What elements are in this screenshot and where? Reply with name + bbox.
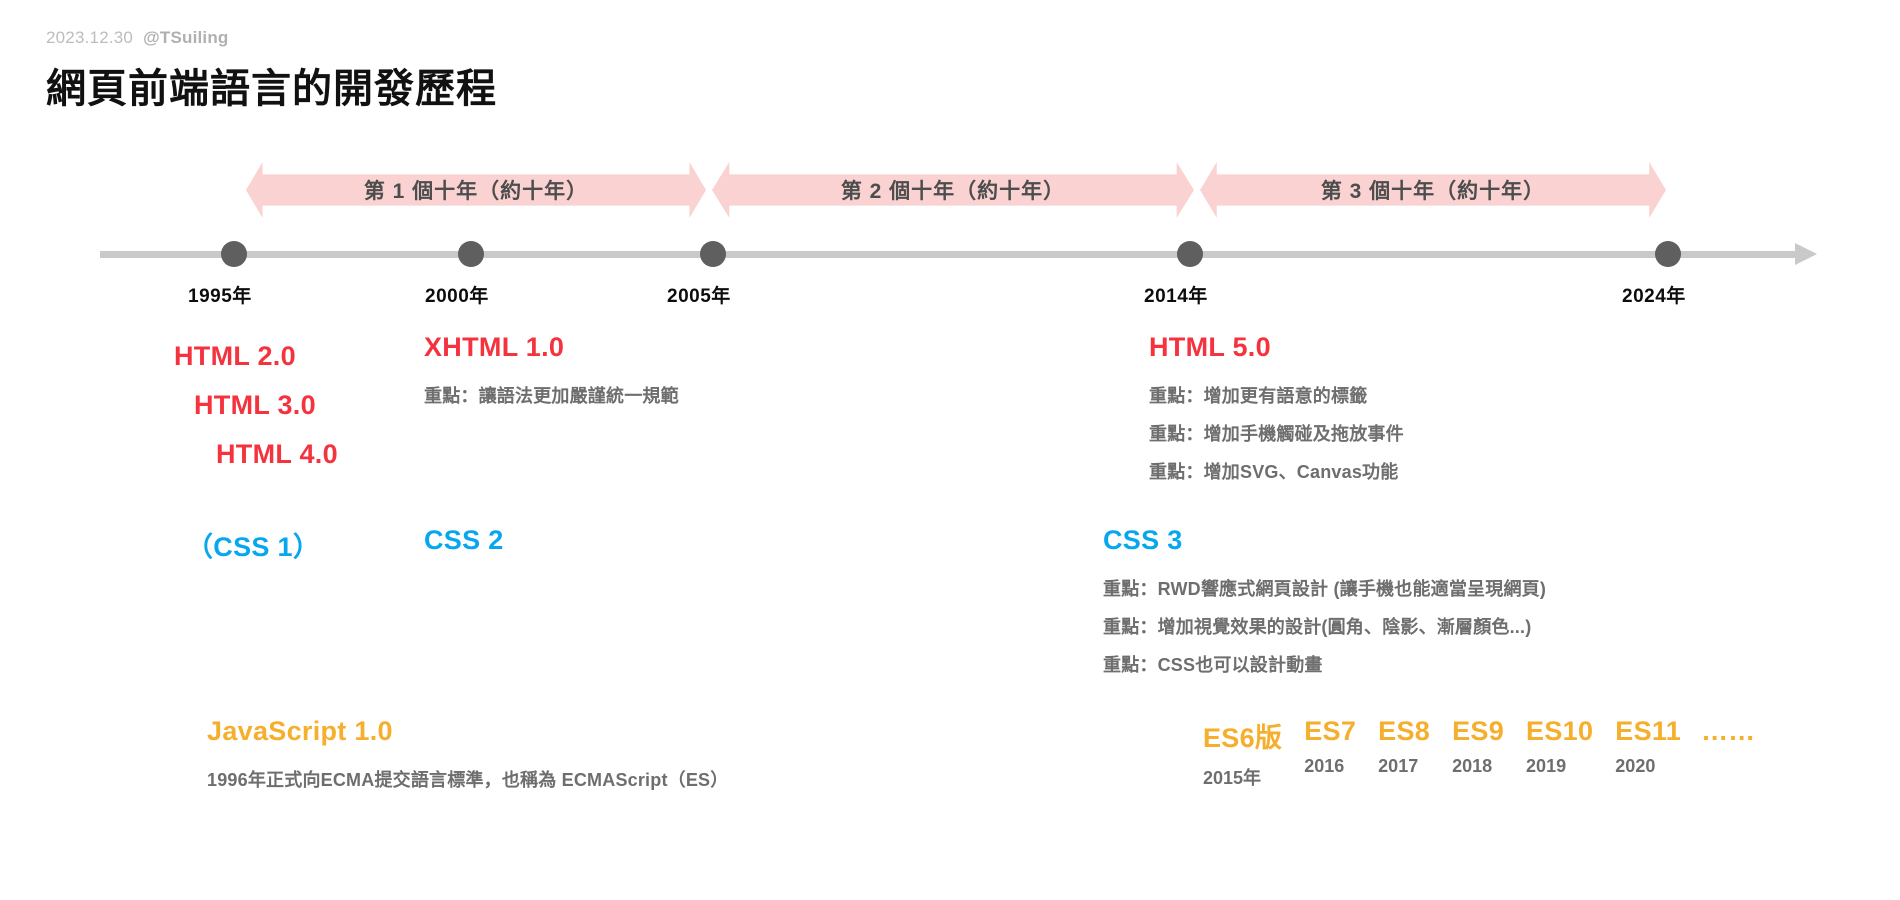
css3-block: CSS 3 重點：RWD響應式網頁設計 (讓手機也能適當呈現網頁) 重點：增加視… — [1103, 525, 1546, 684]
xhtml-block: XHTML 1.0 重點：讓語法更加嚴謹統一規範 — [424, 332, 679, 415]
javascript-note-1: 1996年正式向ECMA提交語言標準，也稱為 ECMAScript（ES） — [207, 770, 729, 790]
html5-block: HTML 5.0 重點：增加更有語意的標籤 重點：增加手機觸碰及拖放事件 重點：… — [1149, 332, 1404, 491]
xhtml-note-1: 重點：讓語法更加嚴謹統一規範 — [424, 386, 679, 406]
html-version-2: HTML 2.0 — [174, 341, 296, 371]
es-year-6: 2015年 — [1203, 768, 1262, 788]
timeline-dot-2005 — [700, 241, 726, 267]
es-year-7: 2016 — [1304, 756, 1345, 776]
html5-note-1: 重點：增加更有語意的標籤 — [1149, 386, 1368, 406]
css3-title: CSS 3 — [1103, 525, 1183, 555]
es-item-11: ES11 2020 — [1615, 716, 1681, 777]
decade-arrow-2: 第 2 個十年（約十年） — [712, 162, 1194, 218]
es-item-8: ES8 2017 — [1378, 716, 1430, 777]
meta-line: 2023.12.30 @TSuiling — [46, 28, 497, 48]
timeline-axis — [100, 251, 1800, 258]
decade-label-1: 第 1 個十年（約十年） — [363, 180, 589, 203]
css3-note-1: 重點：RWD響應式網頁設計 (讓手機也能適當呈現網頁) — [1103, 579, 1547, 599]
html5-title: HTML 5.0 — [1149, 332, 1271, 362]
css3-note-3: 重點：CSS也可以設計動畫 — [1103, 655, 1323, 675]
timeline-dot-2000 — [458, 241, 484, 267]
es-name-11: ES11 — [1615, 716, 1682, 746]
javascript-block: JavaScript 1.0 1996年正式向ECMA提交語言標準，也稱為 EC… — [207, 716, 728, 799]
author-handle: @TSuiling — [143, 28, 229, 47]
es-item-7: ES7 2016 — [1304, 716, 1356, 777]
xhtml-title: XHTML 1.0 — [424, 332, 565, 362]
css1-block: （CSS 1） — [186, 525, 320, 564]
html5-note-2: 重點：增加手機觸碰及拖放事件 — [1149, 424, 1404, 444]
html-version-4: HTML 4.0 — [216, 439, 338, 469]
es-year-9: 2018 — [1452, 756, 1493, 776]
html-version-3: HTML 3.0 — [194, 390, 316, 420]
timeline-arrowhead-icon — [1795, 243, 1817, 265]
header: 2023.12.30 @TSuiling 網頁前端語言的開發歷程 — [46, 28, 497, 114]
es-name-10: ES10 — [1526, 716, 1594, 746]
decade-band: 第 1 個十年（約十年） 第 2 個十年（約十年） 第 3 個十年（約十年） — [0, 162, 1900, 218]
es-ellipsis: …… — [1701, 716, 1756, 746]
decade-label-3: 第 3 個十年（約十年） — [1320, 180, 1546, 203]
timeline-dot-2014 — [1177, 241, 1203, 267]
es-year-8: 2017 — [1378, 756, 1419, 776]
year-label-2014: 2014年 — [1144, 286, 1208, 307]
es-year-11: 2020 — [1615, 756, 1656, 776]
es-name-8: ES8 — [1378, 716, 1431, 746]
es-name-7: ES7 — [1304, 716, 1357, 746]
decade-arrow-1: 第 1 個十年（約十年） — [246, 162, 706, 218]
javascript-title: JavaScript 1.0 — [207, 716, 393, 746]
ecmascript-block: ES6版 2015年 ES7 2016 ES8 2017 ES9 2018 ES… — [1203, 716, 1755, 790]
decade-label-2: 第 2 個十年（約十年） — [840, 180, 1066, 203]
year-label-2000: 2000年 — [425, 286, 489, 307]
css2-title: CSS 2 — [424, 525, 504, 555]
css3-note-2: 重點：增加視覺效果的設計(圓角、陰影、漸層顏色...) — [1103, 617, 1532, 637]
css1-title: （CSS 1） — [186, 532, 321, 562]
es-item-9: ES9 2018 — [1452, 716, 1504, 777]
year-label-1995: 1995年 — [188, 286, 252, 307]
timeline-dot-2024 — [1655, 241, 1681, 267]
page-title: 網頁前端語言的開發歷程 — [46, 67, 497, 111]
es-name-9: ES9 — [1452, 716, 1505, 746]
year-label-2024: 2024年 — [1622, 286, 1686, 307]
html-versions-block: HTML 2.0 HTML 3.0 HTML 4.0 — [174, 332, 338, 479]
html5-note-3: 重點：增加SVG、Canvas功能 — [1149, 462, 1399, 482]
es-item-10: ES10 2019 — [1526, 716, 1593, 777]
es-name-6: ES6版 — [1203, 723, 1283, 753]
date-text: 2023.12.30 — [46, 28, 134, 47]
year-label-2005: 2005年 — [667, 286, 731, 307]
es-item-6: ES6版 2015年 — [1203, 716, 1282, 790]
css2-block: CSS 2 — [424, 525, 504, 556]
es-item-more: …… — [1701, 716, 1755, 747]
decade-arrow-3: 第 3 個十年（約十年） — [1200, 162, 1666, 218]
es-year-10: 2019 — [1526, 756, 1567, 776]
timeline-dot-1995 — [221, 241, 247, 267]
